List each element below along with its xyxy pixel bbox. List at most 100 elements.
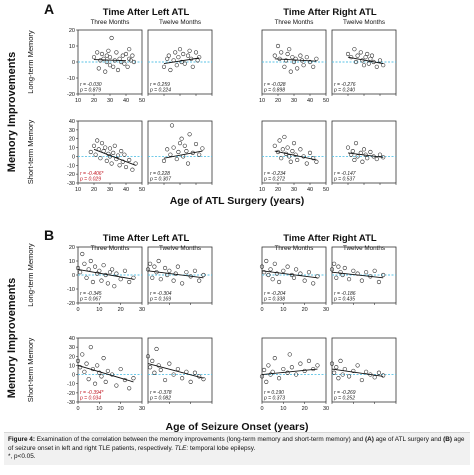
data-point [366,61,371,66]
data-point [150,358,155,363]
data-point [376,279,382,285]
data-point [158,277,163,282]
data-point [109,161,114,166]
data-point [78,365,83,370]
data-point [179,59,184,65]
data-point [358,50,363,55]
caption-b-label: (B) [443,436,452,443]
data-point [75,358,81,363]
data-point [180,281,185,286]
data-point [131,59,137,65]
data-point [95,363,100,368]
x-tick-label: 10 [75,187,81,193]
data-point [112,143,117,148]
subplot-frame [77,337,143,403]
data-point [288,159,293,164]
data-point [315,274,320,279]
data-point [82,369,87,374]
data-point [104,53,109,58]
data-point [332,261,337,266]
subplot-frame [261,337,327,403]
y-tick-label: -20 [67,172,75,178]
data-point [162,377,168,383]
stat-p: p = 0.307 [149,177,171,183]
data-point [353,141,359,146]
data-point [171,372,176,377]
data-point [156,258,161,264]
x-tick-label: 10 [280,406,286,412]
data-point [109,35,114,41]
data-point [101,263,106,268]
data-point [298,147,303,152]
data-point [181,51,186,57]
x-tick-label: 40 [123,187,129,193]
data-point [165,147,170,152]
data-point [266,272,271,278]
data-point [295,66,300,71]
row-label: Long-term Memory [26,30,35,94]
data-point [127,47,132,52]
data-point [190,64,195,69]
y-tick-label: -20 [67,301,75,307]
data-point [152,370,157,375]
data-point [262,270,267,275]
trend-line [93,148,136,166]
data-point [92,381,98,386]
data-point [95,50,100,55]
data-point [131,275,136,280]
data-point [161,64,167,69]
data-point [188,379,193,384]
data-point [131,376,136,381]
stat-r: r = 0.259 [150,82,170,88]
data-point [315,363,320,368]
data-point [352,157,357,163]
data-point [285,51,290,57]
data-point [119,149,124,154]
data-point [182,61,187,66]
data-point [127,157,132,163]
data-point [268,372,273,377]
data-point [338,270,343,275]
data-point [272,356,277,361]
data-point [293,56,298,61]
stat-r: r = -0.276 [334,82,356,88]
data-point [355,53,360,58]
y-tick-label: -30 [67,181,75,187]
data-point [289,365,294,370]
stat-r: r = -0.345 [80,291,102,297]
caption-tle-abbr: TLE: [174,444,189,452]
stat-p: p = 0.034 [79,396,101,402]
data-point [192,370,198,375]
data-point [374,64,379,69]
x-tick-label: 0 [76,406,79,412]
data-point [127,386,132,391]
data-point [107,270,113,275]
column-title: Three Months [91,245,130,252]
data-point [334,275,339,280]
x-tick-label: 10 [280,307,286,313]
stat-r: r = -0.204 [264,291,286,297]
x-tick-label: 30 [291,187,297,193]
group-title: Time After Left ATL [103,7,190,18]
data-point [368,56,373,61]
data-point [95,271,100,276]
stat-p: p = 0.067 [79,297,101,303]
x-tick-label: 10 [96,406,102,412]
x-tick-label: 30 [323,406,329,412]
figure-caption: Figure 4: Examination of the correlation… [4,432,470,465]
data-point [112,284,117,289]
x-tick-label: 10 [75,98,81,104]
stat-r: r = -0.269 [334,390,356,396]
x-tick-label: 30 [107,98,113,104]
x-tick-label: 20 [118,406,124,412]
data-point [272,261,277,266]
data-point [287,352,292,357]
data-point [103,145,108,150]
column-title: Twelve Months [343,245,385,252]
data-point [148,365,153,370]
data-point [332,370,337,375]
data-point [173,271,178,276]
